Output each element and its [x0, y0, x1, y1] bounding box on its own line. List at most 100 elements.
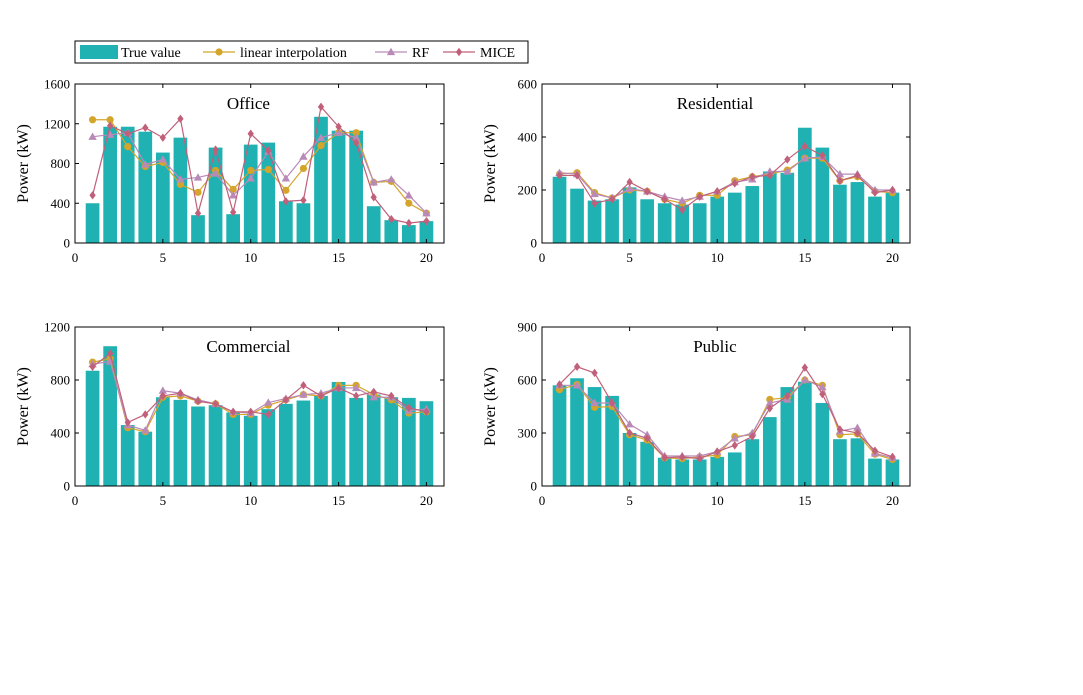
series-point — [281, 174, 291, 182]
series-line-mice — [559, 366, 893, 460]
y-tick-label: 1200 — [44, 320, 70, 335]
series-point — [229, 407, 237, 416]
series-point — [423, 407, 430, 416]
y-tick-label: 800 — [51, 156, 71, 171]
bar — [780, 387, 795, 486]
bar — [261, 142, 276, 243]
chart-panel-commercial: 0 5 10 15 20 0 400 800 1200 Power (kW) Commercial — [15, 320, 445, 508]
plot-frame — [541, 83, 911, 244]
bar — [675, 204, 690, 243]
bar — [868, 196, 882, 243]
y-axis-title: Power (kW) — [15, 124, 32, 203]
bar — [103, 346, 117, 486]
series-point — [626, 177, 633, 187]
bar — [657, 457, 672, 486]
series-point — [106, 116, 114, 124]
y-tick-label: 0 — [64, 479, 71, 494]
bar — [402, 397, 416, 486]
series-point — [556, 380, 563, 389]
bar — [570, 188, 584, 243]
series-point — [299, 390, 308, 398]
bar — [745, 439, 760, 486]
bar — [156, 397, 170, 486]
bar — [208, 405, 223, 486]
bar — [296, 400, 311, 486]
series-point — [590, 398, 599, 407]
legend-marker — [215, 48, 223, 56]
bar — [384, 397, 399, 486]
series-point — [193, 173, 203, 181]
series-point — [352, 129, 360, 137]
series-point — [247, 407, 254, 416]
bar — [173, 399, 188, 486]
bar — [692, 203, 707, 243]
series-point — [608, 195, 616, 204]
bar — [552, 176, 567, 243]
bar — [727, 192, 742, 243]
series-point — [405, 218, 413, 228]
bar — [798, 127, 812, 243]
legend-label: RF — [412, 46, 429, 61]
bar — [815, 147, 830, 243]
series-point — [89, 191, 96, 200]
series-point — [783, 167, 792, 175]
bar — [85, 370, 100, 486]
bar — [85, 203, 100, 243]
series-point — [229, 185, 237, 193]
bar — [402, 225, 416, 243]
legend-label: True value — [121, 46, 181, 61]
bar — [384, 220, 399, 243]
series-point — [317, 142, 325, 150]
bar — [587, 387, 602, 486]
series-point — [265, 146, 272, 155]
bar — [366, 394, 381, 486]
bar — [885, 192, 900, 243]
series-point — [351, 383, 361, 392]
bar — [552, 385, 567, 486]
bar — [243, 415, 258, 486]
series-point — [388, 391, 395, 401]
series-point — [661, 195, 668, 204]
series-point — [282, 395, 290, 405]
series-point — [335, 122, 342, 131]
bar — [850, 438, 865, 486]
y-tick-label: 200 — [518, 183, 538, 198]
series-point — [89, 362, 96, 371]
series-point — [765, 398, 775, 407]
x-tick-label: 20 — [420, 493, 433, 508]
legend-box — [74, 40, 529, 64]
series-point — [696, 192, 703, 201]
series-point — [766, 171, 773, 180]
legend-entry-rf: RF — [375, 46, 429, 61]
legend-swatch — [80, 45, 118, 59]
series-point — [352, 391, 360, 401]
bar — [103, 126, 117, 243]
series-point — [299, 152, 308, 160]
series-point — [194, 397, 202, 406]
series-point — [730, 434, 739, 442]
series-point — [300, 196, 307, 205]
legend: True value linear interpolation RF MICE — [74, 40, 529, 64]
bar — [366, 206, 381, 243]
series-point — [158, 155, 168, 163]
bar — [798, 381, 812, 486]
y-tick-label: 400 — [51, 196, 71, 211]
series-point — [854, 428, 861, 438]
panel-title: Office — [227, 94, 270, 113]
series-point — [405, 403, 413, 413]
series-point — [212, 399, 219, 409]
series-line-linear-interpolation — [559, 379, 893, 461]
chart-panel-office: 0 5 10 15 20 0 400 800 1200 1600 Power (kW) Office — [15, 77, 445, 265]
series-point — [591, 368, 598, 378]
series-point — [141, 160, 150, 168]
series-point — [124, 129, 131, 138]
bar — [296, 203, 311, 243]
y-tick-label: 400 — [51, 426, 71, 441]
bar — [885, 459, 900, 486]
series-point — [106, 121, 114, 130]
series-point — [335, 383, 342, 393]
series-point — [819, 389, 826, 399]
series-point — [141, 426, 150, 434]
x-tick-label: 0 — [72, 493, 79, 508]
